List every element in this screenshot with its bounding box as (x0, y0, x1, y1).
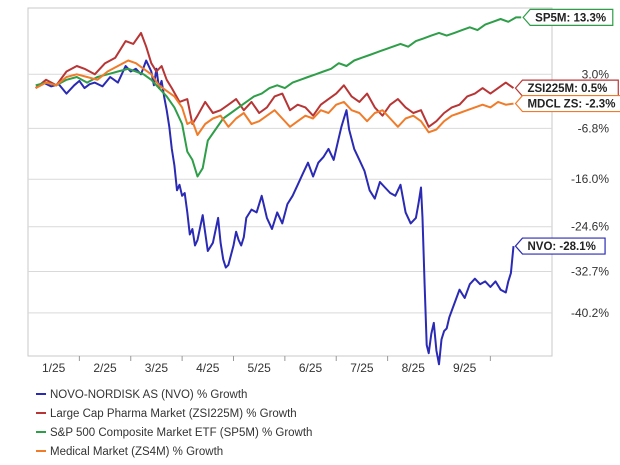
y-tick-label: -32.7% (571, 264, 609, 278)
series-tag-1: ZSI225M: 0.5% (514, 79, 619, 97)
legend-item: NOVO-NORDISK AS (NVO) % Growth (36, 386, 312, 405)
x-tick-label: 7/25 (350, 361, 374, 375)
series-tag-label: NVO: -28.1% (527, 241, 595, 253)
legend-label: Large Cap Pharma Market (ZSI225M) % Grow… (50, 408, 297, 420)
legend-item: S&P 500 Composite Market ETF (SP5M) % Gr… (36, 424, 312, 443)
legend-swatch (36, 449, 46, 452)
y-tick-label: -40.2% (571, 306, 609, 320)
series-tag-box (514, 79, 619, 97)
y-tick-label: -16.0% (571, 172, 609, 186)
legend-item: Medical Market (ZS4M) % Growth (36, 443, 312, 462)
x-tick-label: 8/25 (402, 361, 426, 375)
legend-swatch (36, 411, 46, 414)
series-line-3 (35, 59, 514, 136)
x-tick-label: 5/25 (247, 361, 271, 375)
legend-label: NOVO-NORDISK AS (NVO) % Growth (50, 389, 248, 401)
x-tick-label: 9/25 (453, 361, 477, 375)
x-tick-label: 1/25 (42, 361, 66, 375)
x-tick-label: 6/25 (299, 361, 323, 375)
series-tag-3: MDCL ZS: -2.3% (514, 94, 620, 113)
legend-label: S&P 500 Composite Market ETF (SP5M) % Gr… (50, 427, 313, 439)
chart-legend: NOVO-NORDISK AS (NVO) % Growth Large Cap … (36, 386, 312, 462)
series-tag-label: MDCL ZS: -2.3% (527, 99, 615, 111)
series-tag-box (514, 237, 606, 255)
series-tag-label: SP5M: 13.3% (535, 12, 606, 24)
series-line-1 (35, 31, 515, 128)
y-tick-label: -24.6% (571, 220, 609, 234)
legend-swatch (36, 430, 46, 433)
plot-area (27, 7, 553, 357)
series-tag-box (514, 94, 620, 113)
legend-item: Large Cap Pharma Market (ZSI225M) % Grow… (36, 405, 312, 424)
series-tag-box (522, 8, 614, 26)
series-tag-2: SP5M: 13.3% (522, 8, 614, 26)
y-tick-label: 3.0% (582, 67, 610, 81)
x-tick-label: 4/25 (196, 361, 220, 375)
legend-label: Medical Market (ZS4M) % Growth (50, 446, 224, 458)
x-tick-label: 3/25 (145, 361, 169, 375)
series-line-2 (35, 16, 522, 178)
legend-swatch (36, 392, 46, 395)
y-tick-label: -6.8% (578, 121, 610, 135)
series-tag-label: ZSI225M: 0.5% (527, 83, 607, 95)
series-tag-0: NVO: -28.1% (514, 237, 606, 255)
x-tick-label: 2/25 (93, 361, 117, 375)
